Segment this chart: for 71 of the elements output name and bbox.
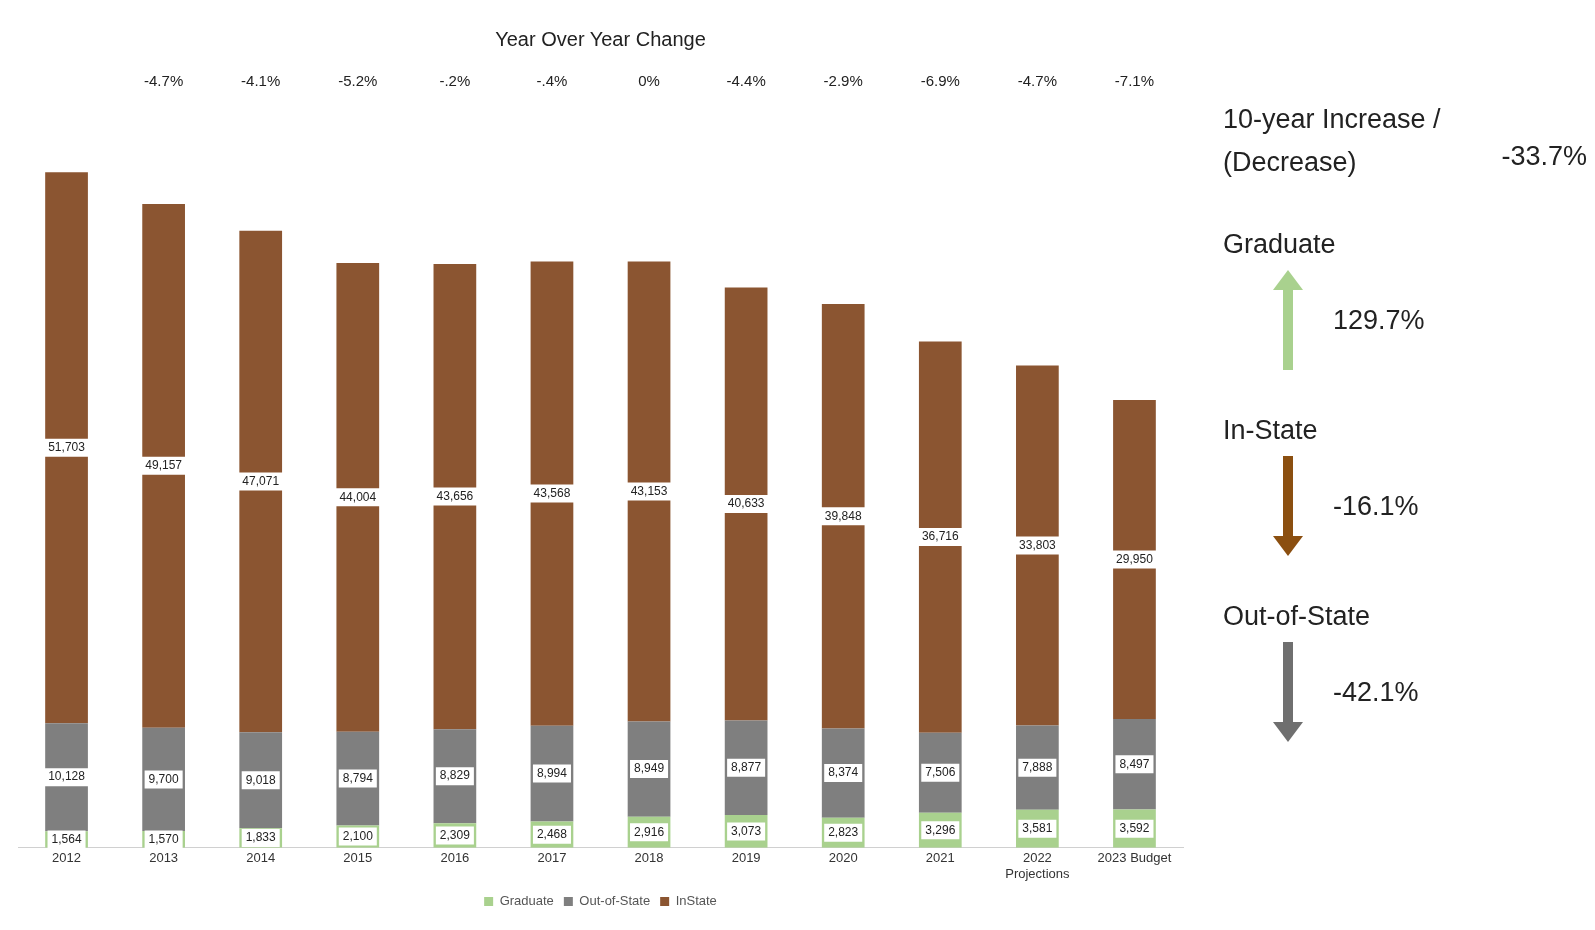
text: -16.1% (1333, 490, 1419, 522)
data-label: 49,157 (145, 458, 183, 473)
data-label: 44,004 (339, 489, 377, 504)
data-label: 1,564 (51, 831, 82, 846)
text: -4.4% (726, 72, 766, 90)
data-label: 8,497 (1119, 756, 1150, 771)
legend-label: Out-of-State (579, 893, 651, 909)
legend-label: Graduate (499, 893, 554, 909)
x-tick-label: 2012 (52, 850, 81, 866)
data-label: 36,716 (921, 529, 959, 544)
x-tick-label: 2016 (440, 850, 470, 866)
data-label: 2,823 (828, 825, 859, 840)
data-label: 8,877 (731, 760, 762, 775)
text: Graduate (1223, 229, 1337, 260)
x-tick-label: 2015 (343, 850, 373, 866)
x-tick-label: 2017 (537, 850, 567, 866)
text: -6.9% (920, 72, 960, 90)
text: -5.2% (338, 72, 378, 90)
data-label: 43,153 (630, 483, 668, 498)
data-label: 3,592 (1119, 820, 1150, 835)
x-tick-label: 2014 (246, 850, 276, 866)
text: -4.7% (144, 72, 184, 90)
data-label: 1,833 (245, 830, 277, 845)
data-label: 8,949 (634, 761, 665, 776)
text: -33.7% (1501, 141, 1587, 172)
text: -7.1% (1114, 72, 1155, 90)
text: -42.1% (1333, 676, 1419, 708)
data-label: 3,073 (731, 823, 762, 838)
data-label: 9,018 (245, 772, 277, 787)
data-label: 3,581 (1022, 821, 1053, 836)
text: Out-of-State (1223, 601, 1372, 632)
x-tick-label: 2023 Budget (1097, 850, 1172, 866)
data-label: 8,374 (828, 765, 859, 780)
text: -.2% (439, 72, 471, 90)
data-label: 8,794 (342, 770, 374, 785)
text: 0% (638, 72, 660, 90)
data-label: 33,803 (1019, 537, 1057, 552)
text: -2.9% (823, 72, 863, 90)
text: -4.7% (1017, 72, 1057, 90)
data-label: 29,950 (1116, 551, 1154, 566)
x-tick-label: 2019 (731, 850, 761, 866)
data-label: 7,888 (1022, 759, 1053, 774)
data-label: 8,829 (439, 768, 471, 783)
data-label: 2,468 (536, 826, 568, 841)
x-tick-label: 2013 (149, 850, 179, 866)
data-label: 2,100 (342, 828, 374, 843)
data-label: 3,296 (925, 822, 956, 837)
x-tick-label: 2022 Projections (1005, 850, 1071, 881)
text: 10-year Increase / (Decrease) (1223, 103, 1442, 179)
data-label: 8,994 (536, 765, 568, 780)
data-label: 7,506 (925, 765, 956, 780)
text: In-State (1223, 415, 1319, 446)
data-label: 2,309 (439, 827, 471, 842)
text: -.4% (536, 72, 568, 90)
data-label: 39,848 (824, 508, 862, 523)
chart-title: Year Over Year Change (495, 27, 706, 50)
text: 129.7% (1333, 304, 1425, 336)
x-tick-label: 2018 (634, 850, 664, 866)
data-label: 1,570 (148, 831, 179, 846)
x-tick-label: 2021 (925, 850, 955, 866)
data-label: 43,656 (436, 488, 474, 503)
x-tick-label: 2020 (828, 850, 858, 866)
data-label: 51,703 (48, 440, 86, 455)
data-label: 43,568 (533, 485, 571, 500)
data-label: 40,633 (727, 496, 765, 511)
data-label: 2,916 (634, 824, 665, 839)
text: -4.1% (241, 72, 281, 90)
legend-label: InState (675, 893, 717, 909)
data-label: 10,128 (48, 769, 86, 784)
data-label: 47,071 (242, 473, 280, 488)
data-label: 9,700 (148, 771, 179, 786)
